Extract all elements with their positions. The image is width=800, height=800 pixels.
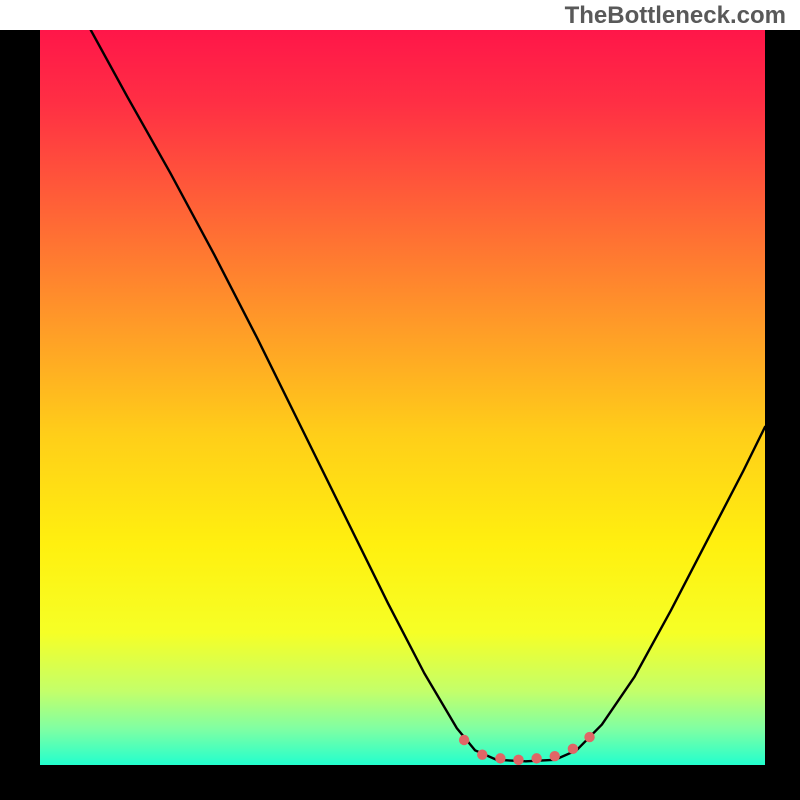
gradient-background [40, 30, 765, 765]
valley-dot [477, 750, 487, 760]
valley-dot [568, 744, 578, 754]
valley-dot [531, 753, 541, 763]
valley-dot [495, 753, 505, 763]
plot-area [40, 30, 765, 765]
bottleneck-curve-chart [40, 30, 765, 765]
header-strip: TheBottleneck.com [0, 0, 800, 30]
watermark-text: TheBottleneck.com [565, 2, 786, 30]
valley-dot [584, 732, 594, 742]
valley-dot [513, 755, 523, 765]
valley-dot [550, 751, 560, 761]
chart-container: TheBottleneck.com [0, 0, 800, 800]
valley-dot [459, 735, 469, 745]
